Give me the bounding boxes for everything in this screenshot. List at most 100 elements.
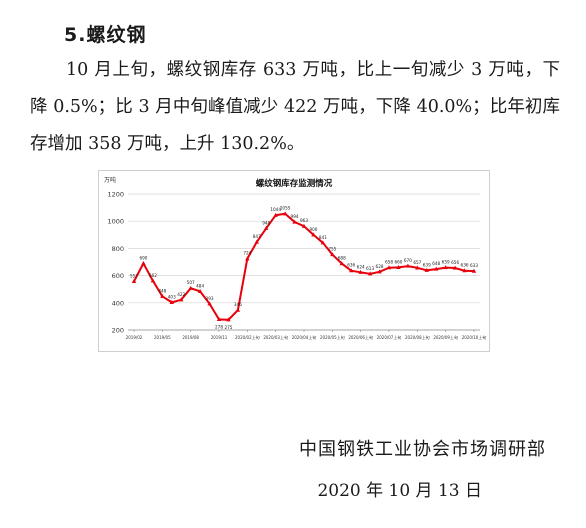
summary-paragraph: 10 月上旬，螺纹钢库存 633 万吨，比上一旬减少 3 万吨，下降 0.5%；… <box>30 52 560 163</box>
data-point <box>197 288 203 293</box>
x-tick-label: 2019/02 <box>126 335 143 340</box>
data-label: 994 <box>291 214 299 219</box>
y-tick-label: 400 <box>112 299 124 307</box>
data-point <box>471 268 477 273</box>
data-label: 755 <box>328 247 336 252</box>
plot-area: 200 400 600 800 1000 1200 2019/02 2019/05 2019/0… <box>107 191 486 341</box>
data-label: 507 <box>187 280 195 285</box>
x-tick-label: 2020/02上旬 <box>235 334 260 340</box>
data-label: 636 <box>461 263 469 268</box>
data-label: 688 <box>338 256 346 261</box>
y-tick-label: 200 <box>112 327 124 335</box>
x-tick-label: 2020/05上旬 <box>320 334 345 340</box>
data-label: 393 <box>206 296 214 301</box>
data-label: 648 <box>432 261 440 266</box>
x-tick-label: 2020/04上旬 <box>292 334 317 340</box>
data-point <box>377 269 382 274</box>
data-point <box>150 278 156 283</box>
data-point <box>273 212 278 217</box>
x-tick-label: 2020/03上旬 <box>263 334 288 340</box>
data-label: 636 <box>347 263 355 268</box>
data-label: 562 <box>149 273 157 278</box>
data-point <box>349 268 354 273</box>
x-tick-label: 2020/07上旬 <box>377 334 402 340</box>
data-point <box>405 263 411 268</box>
data-label: 403 <box>168 294 176 299</box>
data-label: 1044 <box>270 207 281 212</box>
y-tick-label: 1000 <box>107 218 124 226</box>
data-label: 346 <box>234 302 242 307</box>
data-point <box>254 239 259 244</box>
y-tick-label: 600 <box>112 272 124 280</box>
x-tick-label: 2020/08上旬 <box>405 334 430 340</box>
data-point <box>320 240 326 245</box>
x-tick-label: 2020/10上旬 <box>462 334 487 340</box>
section-heading: 5.螺纹钢 <box>64 24 147 46</box>
data-label: 613 <box>366 266 374 271</box>
data-label: 690 <box>139 255 147 260</box>
chart-frame <box>98 170 490 352</box>
data-point <box>179 297 184 302</box>
data-label: 948 <box>262 220 270 225</box>
data-point <box>235 307 241 312</box>
data-label: 624 <box>357 264 365 269</box>
data-label: 659 <box>442 260 450 265</box>
data-label: 656 <box>451 260 459 265</box>
data-label: 657 <box>413 260 421 265</box>
data-label: 633 <box>470 263 478 268</box>
data-point <box>339 261 344 266</box>
x-tick-label: 2020/06上旬 <box>348 334 373 340</box>
data-point <box>207 301 212 306</box>
organization-signature: 中国钢铁工业协会市场调研部 <box>299 439 546 460</box>
data-label: 639 <box>423 262 431 267</box>
paragraph-text: 10 月上旬，螺纹钢库存 633 万吨，比上一旬减少 3 万吨，下降 0.5%；… <box>30 60 560 154</box>
data-point <box>131 279 137 284</box>
data-label: 900 <box>309 227 317 232</box>
data-point <box>330 252 335 257</box>
data-label: 275 <box>224 325 232 330</box>
data-point <box>282 211 288 216</box>
data-point <box>245 256 250 261</box>
data-point <box>386 265 392 270</box>
data-label: 557 <box>130 273 138 278</box>
data-point <box>424 267 429 272</box>
data-label: 670 <box>404 258 412 263</box>
y-tick-label: 1200 <box>107 191 124 199</box>
data-point <box>462 268 467 273</box>
data-point <box>367 271 373 276</box>
data-point <box>216 316 222 321</box>
data-label: 660 <box>394 259 402 264</box>
x-tick-label: 2019/08 <box>182 335 199 340</box>
data-label: 422 <box>177 292 185 297</box>
data-point <box>226 317 231 322</box>
data-point <box>160 293 165 298</box>
data-label: 847 <box>253 234 261 239</box>
data-point <box>396 265 401 270</box>
chart-title: 螺纹钢库存监测情况 <box>256 178 333 189</box>
rebar-inventory-chart: 螺纹钢库存监测情况 万吨 200 400 600 800 1000 1200 2019/02… <box>98 170 490 352</box>
x-tick-label: 2019/11 <box>211 335 228 340</box>
data-label: 1055 <box>280 206 291 211</box>
chart-svg: 螺纹钢库存监测情况 万吨 200 400 600 800 1000 1200 2019/02… <box>98 170 490 352</box>
data-label: 724 <box>243 251 251 256</box>
data-point <box>301 223 307 228</box>
data-label: 628 <box>376 264 384 269</box>
data-point <box>188 285 193 290</box>
data-label: 963 <box>300 218 308 223</box>
y-tick-label: 800 <box>112 245 124 253</box>
data-label: 841 <box>319 235 327 240</box>
data-label: 278 <box>215 324 223 329</box>
data-label: 484 <box>196 283 204 288</box>
data-point <box>358 269 363 274</box>
data-point <box>443 265 448 270</box>
data-point <box>434 266 439 271</box>
data-label: 658 <box>385 260 393 265</box>
x-tick-label: 2020/09上旬 <box>433 334 458 340</box>
data-point <box>311 232 316 237</box>
x-tick-label: 2019/05 <box>154 335 171 340</box>
data-point <box>169 299 174 304</box>
data-point <box>452 265 458 270</box>
publication-date: 2020 年 10 月 13 日 <box>317 481 482 501</box>
data-point <box>292 219 297 224</box>
data-point <box>415 265 420 270</box>
